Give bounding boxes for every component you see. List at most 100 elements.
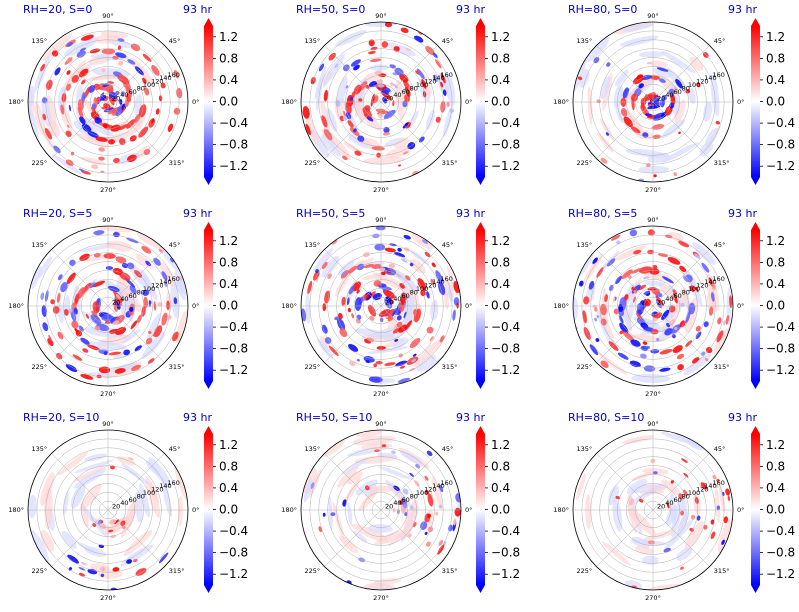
field-band [158, 552, 169, 564]
angle-tick-label: 180° [553, 98, 569, 106]
field-cell [397, 247, 402, 252]
field-band [318, 63, 325, 72]
angle-tick-label: 315° [442, 159, 458, 167]
angular-gridline [380, 249, 438, 307]
field-band [583, 296, 590, 305]
field-cell [151, 118, 155, 124]
field-wash [305, 293, 311, 324]
field-band [375, 226, 386, 231]
field-wash [649, 60, 669, 69]
angle-tick-label: 270° [100, 594, 116, 602]
angle-tick-label: 225° [305, 363, 321, 371]
colorbar-extend-max [476, 222, 485, 230]
field-wash [683, 353, 712, 376]
field-cell [403, 303, 406, 308]
colorbar-tick-label: −0.4 [219, 524, 248, 538]
radial-tick-label: 80 [682, 288, 690, 296]
field-band [66, 272, 76, 285]
radial-tick-label: 140 [432, 74, 444, 82]
field-wash [394, 137, 410, 149]
angle-tick-label: 270° [373, 594, 389, 602]
field-band [98, 156, 105, 161]
colorbar-tick-label: −0.8 [766, 138, 795, 152]
field-wash [141, 332, 166, 360]
field-cell [689, 527, 694, 532]
field-cell [109, 519, 117, 525]
field-cell [592, 257, 598, 264]
field-cell [148, 330, 152, 335]
field-band [692, 357, 700, 364]
field-band [71, 74, 79, 83]
angle-tick-label: 45° [169, 241, 181, 249]
field-cell [683, 472, 689, 478]
field-cell [100, 573, 105, 578]
field-band [452, 309, 456, 321]
field-band [664, 328, 673, 336]
angular-gridline [324, 45, 382, 103]
field-cell [154, 304, 157, 311]
field-band [711, 291, 715, 302]
colorbar-tick-label: −0.8 [491, 342, 520, 356]
field-band [656, 67, 669, 72]
field-cell [368, 50, 376, 55]
angular-gridline [652, 249, 710, 307]
field-wash [586, 37, 610, 62]
field-band [384, 247, 396, 253]
panel-title-right: 93 hr [728, 207, 757, 220]
polar-frame [27, 21, 189, 183]
field-cell [327, 273, 332, 280]
field-band [617, 352, 629, 360]
colorbar-tick-label: 0.0 [219, 95, 238, 109]
field-cell [619, 330, 624, 335]
field-band [134, 345, 142, 352]
field-band [119, 138, 126, 146]
field-cell [356, 314, 362, 320]
field-cell [379, 317, 384, 323]
radial-tick-label: 20 [112, 299, 120, 307]
colorbar-tick-label: −0.4 [219, 320, 248, 334]
field-band [381, 41, 389, 48]
field-cell [676, 353, 685, 360]
radial-tick-label: 160 [440, 275, 452, 283]
field-cell [638, 83, 644, 89]
angle-tick-label: 135° [32, 241, 48, 249]
colorbar-tick-label: −0.4 [491, 320, 520, 334]
radial-tick-label: 100 [688, 285, 700, 293]
field-cell [392, 72, 397, 76]
field-wash [704, 127, 719, 147]
field-cell [696, 515, 701, 521]
field-cell [78, 325, 84, 332]
field-band [638, 266, 653, 274]
field-cell [456, 302, 459, 309]
colorbar-tick-label: 1.2 [491, 30, 510, 44]
angle-tick-label: 45° [169, 445, 181, 453]
angle-tick-label: 90° [102, 420, 114, 428]
colorbar-tick-label: 1.2 [766, 438, 785, 452]
field-cell [683, 275, 689, 283]
field-cell [396, 509, 400, 515]
angle-tick-label: 0° [737, 98, 744, 106]
colorbar-tick-label: −1.2 [766, 567, 795, 581]
field-band [328, 345, 339, 357]
angle-tick-label: 90° [375, 216, 387, 224]
field-band [72, 354, 83, 361]
angle-tick-label: 270° [373, 390, 389, 398]
field-wash [579, 254, 593, 276]
colorbar-body [204, 26, 213, 177]
field-wash [34, 102, 46, 135]
angular-gridline [380, 509, 438, 567]
field-band [440, 72, 446, 84]
field-cell [627, 275, 632, 279]
colorbar: 1.2 0.8 0.4 0.0 −0.4 −0.8 −1.2 [476, 222, 520, 389]
angle-tick-label: 45° [714, 445, 726, 453]
radial-tick-label: 140 [704, 278, 716, 286]
field-band [112, 267, 123, 275]
field-band [685, 310, 691, 324]
colorbar-tick-label: 0.4 [491, 481, 510, 495]
field-band [142, 53, 152, 62]
colorbar: 1.2 0.8 0.4 0.0 −0.4 −0.8 −1.2 [476, 426, 520, 593]
field-cell [66, 57, 73, 63]
field-band [629, 360, 641, 368]
field-cell [446, 101, 450, 107]
